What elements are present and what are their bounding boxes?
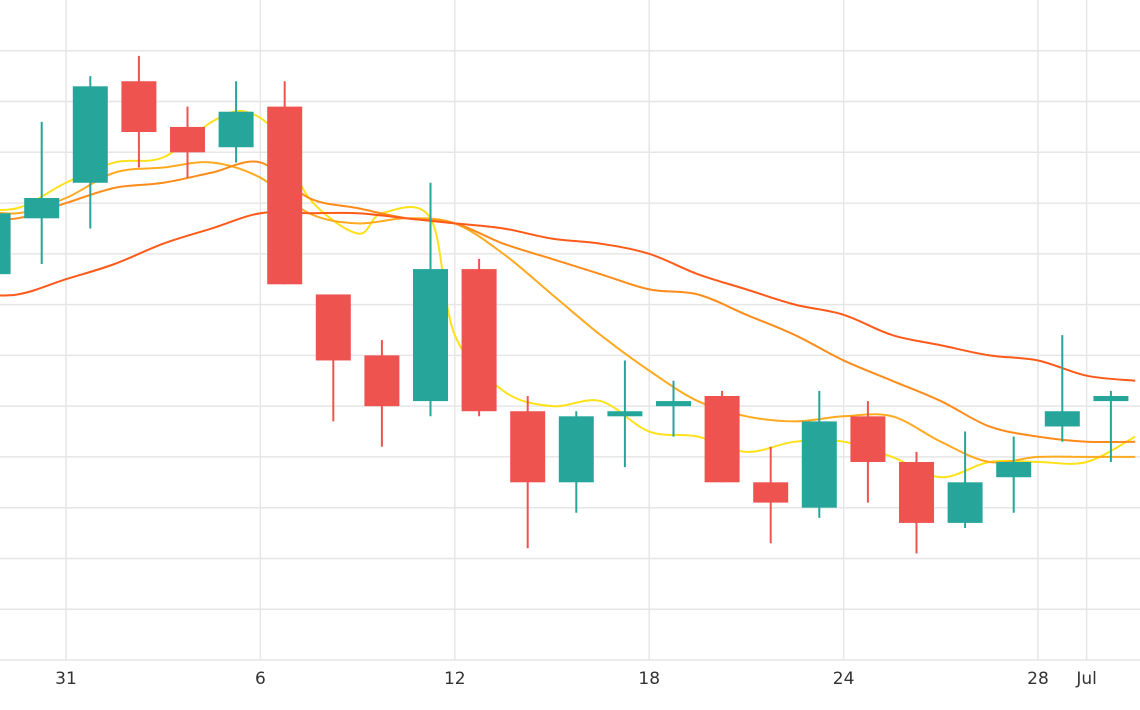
- moving-average-line-3: [0, 160, 1136, 444]
- candle-down: [704, 390, 740, 483]
- candle-up: [1093, 390, 1129, 462]
- candle-down: [121, 55, 157, 168]
- candle-body: [218, 111, 254, 148]
- candle-body: [607, 411, 643, 417]
- candle-body: [850, 416, 886, 462]
- x-tick-label: 28: [1027, 669, 1049, 689]
- candle-up: [218, 81, 254, 163]
- x-tick-label: 6: [255, 669, 266, 689]
- candle-up: [947, 431, 983, 528]
- candle-up: [656, 380, 691, 437]
- candle-up: [0, 213, 11, 275]
- x-tick-label: 12: [444, 669, 466, 689]
- candle-body: [1093, 396, 1129, 402]
- candle-body: [947, 482, 983, 523]
- x-tick-label: 18: [638, 669, 660, 689]
- candle-body: [267, 106, 303, 285]
- candle-body: [558, 416, 594, 483]
- x-tick-label: 24: [833, 669, 855, 689]
- x-tick-label: 31: [55, 669, 77, 689]
- moving-average-line-2: [0, 161, 1136, 464]
- candle-up: [24, 121, 60, 264]
- candle-body: [413, 269, 448, 402]
- candle-up: [996, 436, 1032, 513]
- candle-body: [461, 269, 497, 412]
- candle-up: [558, 411, 594, 513]
- candle-body: [315, 294, 351, 361]
- candle-up: [801, 390, 837, 518]
- candle-body: [24, 198, 60, 219]
- candle-down: [267, 81, 303, 285]
- x-tick-label: Jul: [1075, 669, 1097, 689]
- candle-up: [413, 182, 448, 417]
- candle-down: [753, 446, 789, 544]
- candle-body: [801, 421, 837, 508]
- candle-body: [996, 462, 1032, 478]
- candle-down: [850, 401, 886, 503]
- candle-body: [72, 86, 108, 183]
- candle-down: [510, 396, 546, 549]
- candle-body: [1044, 411, 1080, 427]
- candle-up: [607, 360, 643, 468]
- candle-body: [656, 401, 691, 407]
- candlesticks: [0, 55, 1129, 554]
- candle-body: [510, 411, 546, 483]
- x-axis: 31 6 12 18 24 28 Jul: [55, 669, 1097, 689]
- candle-body: [753, 482, 789, 503]
- candle-down: [170, 106, 205, 178]
- candle-body: [0, 213, 11, 275]
- candle-up: [1044, 335, 1080, 442]
- candle-body: [170, 126, 205, 153]
- candle-down: [461, 258, 497, 417]
- candle-body: [121, 81, 157, 132]
- candle-body: [899, 462, 934, 523]
- candle-down: [315, 294, 351, 422]
- gridlines: [0, 0, 1140, 661]
- candle-down: [364, 340, 400, 447]
- candle-down: [899, 451, 934, 554]
- moving-average-line-4: [0, 211, 1136, 382]
- candle-body: [364, 355, 400, 407]
- candle-body: [704, 396, 740, 483]
- candle-up: [72, 76, 108, 229]
